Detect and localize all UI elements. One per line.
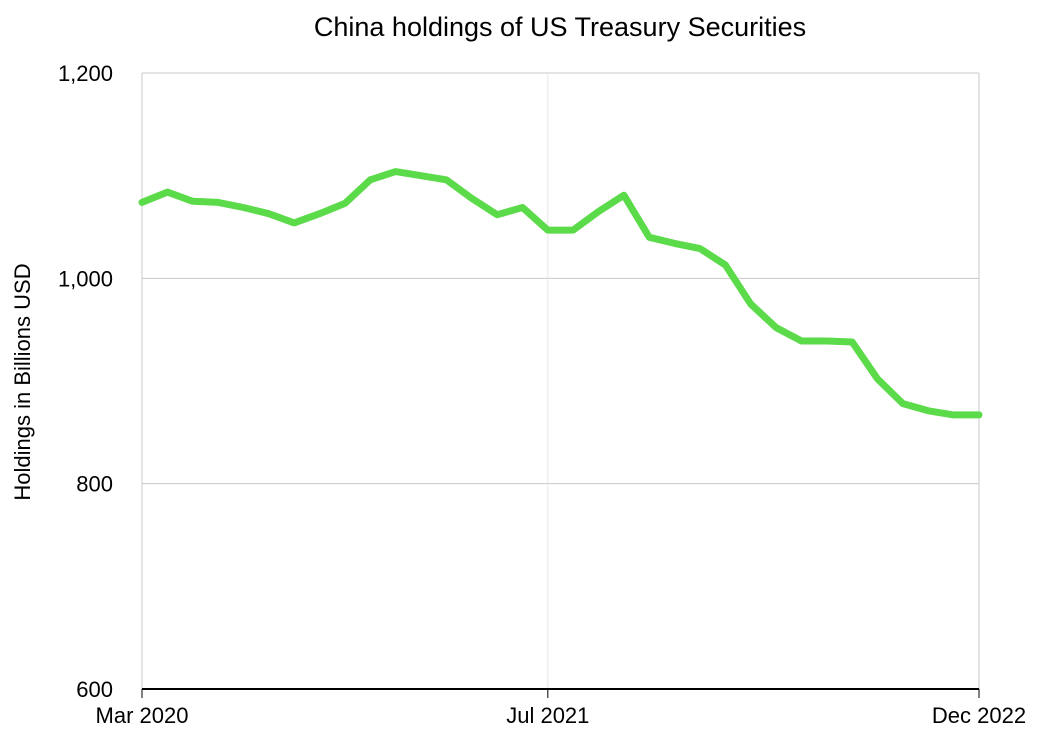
x-tick-label: Jul 2021 xyxy=(506,703,589,728)
y-tick-label: 600 xyxy=(76,677,113,702)
x-tick-label: Dec 2022 xyxy=(932,703,1026,728)
series-line xyxy=(138,168,983,419)
chart-title: China holdings of US Treasury Securities xyxy=(314,12,806,42)
y-tick-label: 1,200 xyxy=(58,61,113,86)
grid-layer xyxy=(141,72,980,689)
tick-label-layer: 600 800 1,000 1,200 Mar 2020 Jul 2021 Dec 2022 xyxy=(58,61,1026,728)
y-axis-label: Holdings in Billions USD xyxy=(10,263,35,500)
axis-layer xyxy=(141,688,980,698)
series-layer xyxy=(138,168,983,419)
y-tick-label: 1,000 xyxy=(58,266,113,291)
y-tick-label: 800 xyxy=(76,472,113,497)
x-tick-label: Mar 2020 xyxy=(96,703,189,728)
